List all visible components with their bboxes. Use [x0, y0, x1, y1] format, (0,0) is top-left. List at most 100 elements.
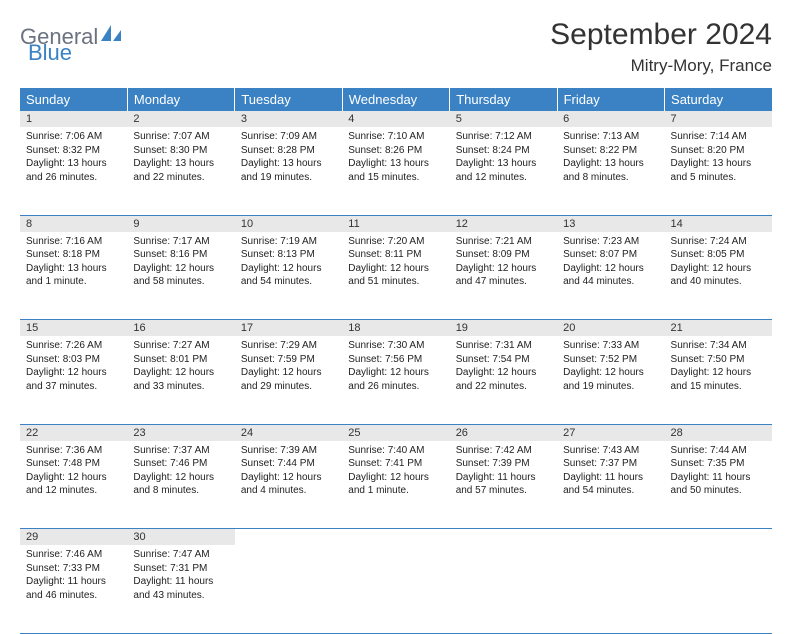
day-body-cell: Sunrise: 7:37 AMSunset: 7:46 PMDaylight:…	[127, 441, 234, 529]
day-body-cell: Sunrise: 7:27 AMSunset: 8:01 PMDaylight:…	[127, 336, 234, 424]
day-body-cell: Sunrise: 7:33 AMSunset: 7:52 PMDaylight:…	[557, 336, 664, 424]
day-body-cell: Sunrise: 7:24 AMSunset: 8:05 PMDaylight:…	[665, 232, 772, 320]
day-number-cell: 9	[127, 215, 234, 232]
sunrise-text: Sunrise: 7:12 AM	[456, 130, 551, 144]
daylight-text: Daylight: 12 hours and 15 minutes.	[671, 366, 766, 393]
day-number-cell: 17	[235, 320, 342, 337]
day-body-cell	[235, 545, 342, 633]
day-number-cell: 18	[342, 320, 449, 337]
day-number-cell: 29	[20, 529, 127, 546]
weekday-header-row: SundayMondayTuesdayWednesdayThursdayFrid…	[20, 88, 772, 111]
day-number-row: 22232425262728	[20, 424, 772, 441]
sunset-text: Sunset: 8:01 PM	[133, 353, 228, 367]
daylight-text: Daylight: 12 hours and 47 minutes.	[456, 262, 551, 289]
day-body-cell: Sunrise: 7:23 AMSunset: 8:07 PMDaylight:…	[557, 232, 664, 320]
day-number-cell: 15	[20, 320, 127, 337]
sunrise-text: Sunrise: 7:36 AM	[26, 444, 121, 458]
day-body-cell: Sunrise: 7:36 AMSunset: 7:48 PMDaylight:…	[20, 441, 127, 529]
sunset-text: Sunset: 7:37 PM	[563, 457, 658, 471]
daylight-text: Daylight: 12 hours and 29 minutes.	[241, 366, 336, 393]
day-number-row: 1234567	[20, 111, 772, 127]
daylight-text: Daylight: 12 hours and 33 minutes.	[133, 366, 228, 393]
day-body-cell: Sunrise: 7:26 AMSunset: 8:03 PMDaylight:…	[20, 336, 127, 424]
title-block: September 2024 Mitry-Mory, France	[550, 18, 772, 76]
sunrise-text: Sunrise: 7:44 AM	[671, 444, 766, 458]
day-number-cell: 16	[127, 320, 234, 337]
sunset-text: Sunset: 7:50 PM	[671, 353, 766, 367]
day-body-cell: Sunrise: 7:31 AMSunset: 7:54 PMDaylight:…	[450, 336, 557, 424]
logo-text-blue: Blue	[28, 40, 72, 65]
sunset-text: Sunset: 7:46 PM	[133, 457, 228, 471]
day-number-cell: 20	[557, 320, 664, 337]
daylight-text: Daylight: 12 hours and 19 minutes.	[563, 366, 658, 393]
day-body-cell: Sunrise: 7:30 AMSunset: 7:56 PMDaylight:…	[342, 336, 449, 424]
day-number-row: 2930	[20, 529, 772, 546]
day-number-cell: 14	[665, 215, 772, 232]
day-number-cell: 11	[342, 215, 449, 232]
daylight-text: Daylight: 12 hours and 40 minutes.	[671, 262, 766, 289]
day-number-cell: 28	[665, 424, 772, 441]
sunset-text: Sunset: 8:11 PM	[348, 248, 443, 262]
daylight-text: Daylight: 12 hours and 54 minutes.	[241, 262, 336, 289]
weekday-header: Friday	[557, 88, 664, 111]
day-number-cell: 3	[235, 111, 342, 127]
day-body-row: Sunrise: 7:06 AMSunset: 8:32 PMDaylight:…	[20, 127, 772, 215]
day-body-cell: Sunrise: 7:39 AMSunset: 7:44 PMDaylight:…	[235, 441, 342, 529]
daylight-text: Daylight: 13 hours and 26 minutes.	[26, 157, 121, 184]
daylight-text: Daylight: 11 hours and 43 minutes.	[133, 575, 228, 602]
sunset-text: Sunset: 7:54 PM	[456, 353, 551, 367]
day-body-row: Sunrise: 7:36 AMSunset: 7:48 PMDaylight:…	[20, 441, 772, 529]
sunrise-text: Sunrise: 7:06 AM	[26, 130, 121, 144]
sunset-text: Sunset: 8:30 PM	[133, 144, 228, 158]
sunrise-text: Sunrise: 7:26 AM	[26, 339, 121, 353]
day-body-cell: Sunrise: 7:13 AMSunset: 8:22 PMDaylight:…	[557, 127, 664, 215]
logo-sail-icon	[100, 23, 122, 48]
weekday-header: Thursday	[450, 88, 557, 111]
day-number-cell: 23	[127, 424, 234, 441]
weekday-header: Sunday	[20, 88, 127, 111]
daylight-text: Daylight: 13 hours and 8 minutes.	[563, 157, 658, 184]
day-body-cell: Sunrise: 7:43 AMSunset: 7:37 PMDaylight:…	[557, 441, 664, 529]
day-body-cell: Sunrise: 7:21 AMSunset: 8:09 PMDaylight:…	[450, 232, 557, 320]
day-body-cell: Sunrise: 7:44 AMSunset: 7:35 PMDaylight:…	[665, 441, 772, 529]
day-number-cell: 5	[450, 111, 557, 127]
daylight-text: Daylight: 12 hours and 4 minutes.	[241, 471, 336, 498]
daylight-text: Daylight: 13 hours and 12 minutes.	[456, 157, 551, 184]
sunrise-text: Sunrise: 7:29 AM	[241, 339, 336, 353]
sunset-text: Sunset: 7:39 PM	[456, 457, 551, 471]
sunset-text: Sunset: 8:09 PM	[456, 248, 551, 262]
day-body-cell: Sunrise: 7:46 AMSunset: 7:33 PMDaylight:…	[20, 545, 127, 633]
daylight-text: Daylight: 13 hours and 22 minutes.	[133, 157, 228, 184]
sunrise-text: Sunrise: 7:43 AM	[563, 444, 658, 458]
day-number-cell	[665, 529, 772, 546]
day-body-cell: Sunrise: 7:09 AMSunset: 8:28 PMDaylight:…	[235, 127, 342, 215]
day-body-row: Sunrise: 7:46 AMSunset: 7:33 PMDaylight:…	[20, 545, 772, 633]
day-number-cell: 6	[557, 111, 664, 127]
sunset-text: Sunset: 7:33 PM	[26, 562, 121, 576]
month-title: September 2024	[550, 18, 772, 52]
sunrise-text: Sunrise: 7:47 AM	[133, 548, 228, 562]
sunset-text: Sunset: 8:28 PM	[241, 144, 336, 158]
day-number-cell: 10	[235, 215, 342, 232]
sunrise-text: Sunrise: 7:42 AM	[456, 444, 551, 458]
sunset-text: Sunset: 8:24 PM	[456, 144, 551, 158]
day-number-cell: 30	[127, 529, 234, 546]
day-number-cell	[235, 529, 342, 546]
sunrise-text: Sunrise: 7:17 AM	[133, 235, 228, 249]
weekday-header: Monday	[127, 88, 234, 111]
day-body-cell: Sunrise: 7:14 AMSunset: 8:20 PMDaylight:…	[665, 127, 772, 215]
day-body-cell	[450, 545, 557, 633]
day-number-row: 15161718192021	[20, 320, 772, 337]
day-number-cell: 19	[450, 320, 557, 337]
weekday-header: Tuesday	[235, 88, 342, 111]
sunset-text: Sunset: 8:22 PM	[563, 144, 658, 158]
day-body-row: Sunrise: 7:16 AMSunset: 8:18 PMDaylight:…	[20, 232, 772, 320]
day-number-cell: 13	[557, 215, 664, 232]
sunset-text: Sunset: 7:59 PM	[241, 353, 336, 367]
daylight-text: Daylight: 12 hours and 8 minutes.	[133, 471, 228, 498]
daylight-text: Daylight: 13 hours and 1 minute.	[26, 262, 121, 289]
sunrise-text: Sunrise: 7:39 AM	[241, 444, 336, 458]
daylight-text: Daylight: 11 hours and 54 minutes.	[563, 471, 658, 498]
location-label: Mitry-Mory, France	[550, 56, 772, 76]
sunrise-text: Sunrise: 7:21 AM	[456, 235, 551, 249]
